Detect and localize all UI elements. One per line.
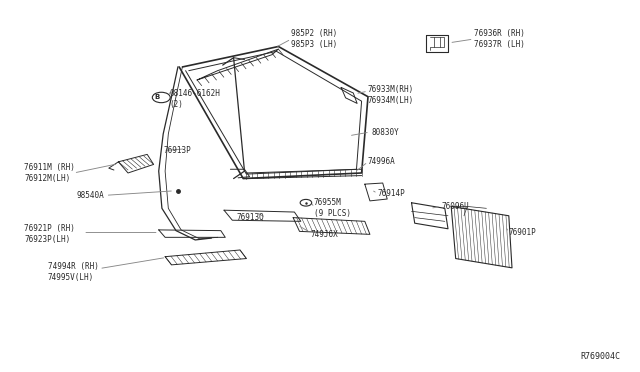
Text: 80830Y: 80830Y	[371, 128, 399, 137]
Text: 76911M (RH)
76912M(LH): 76911M (RH) 76912M(LH)	[24, 163, 75, 183]
Text: 08146-6162H
(2): 08146-6162H (2)	[170, 89, 220, 109]
Text: 76096U: 76096U	[442, 202, 469, 211]
Text: 76914P: 76914P	[378, 189, 405, 198]
Text: 74996A: 74996A	[368, 157, 396, 166]
Text: 98540A: 98540A	[77, 191, 104, 200]
Text: 76901P: 76901P	[509, 228, 536, 237]
Text: 76933M(RH)
76934M(LH): 76933M(RH) 76934M(LH)	[368, 85, 414, 105]
Text: 76913P: 76913P	[163, 146, 191, 155]
Text: 76913Q: 76913Q	[237, 213, 264, 222]
Text: R769004C: R769004C	[581, 352, 621, 361]
Text: 985P2 (RH)
985P3 (LH): 985P2 (RH) 985P3 (LH)	[291, 29, 337, 49]
Text: 76936R (RH)
76937R (LH): 76936R (RH) 76937R (LH)	[474, 29, 524, 49]
Text: 76921P (RH)
76923P(LH): 76921P (RH) 76923P(LH)	[24, 224, 75, 244]
Text: B: B	[154, 94, 159, 100]
Text: 76955M
(9 PLCS): 76955M (9 PLCS)	[314, 198, 351, 218]
Text: 74994R (RH)
74995V(LH): 74994R (RH) 74995V(LH)	[48, 262, 99, 282]
Text: 749J6X: 749J6X	[310, 230, 338, 239]
